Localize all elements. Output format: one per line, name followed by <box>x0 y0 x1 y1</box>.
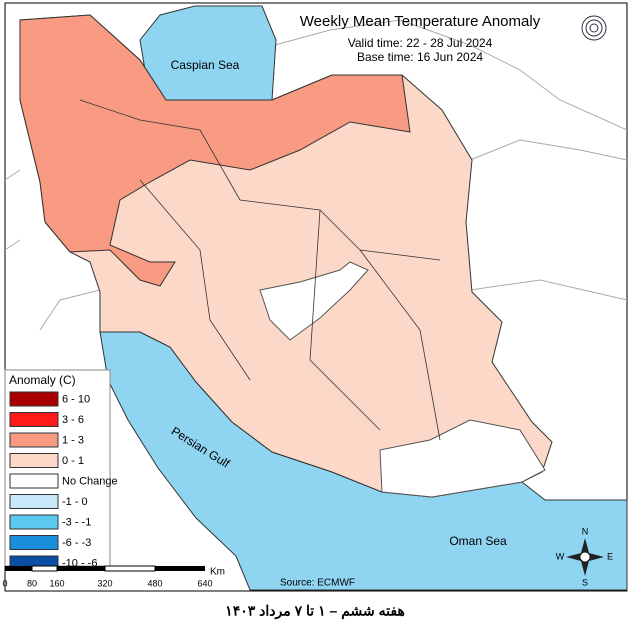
sea-label: Caspian Sea <box>171 58 240 72</box>
scale-ticks: 0 80 160 320 480 640 <box>2 578 212 588</box>
scale-bar <box>5 565 205 572</box>
scale-tick-label: 80 <box>27 578 37 588</box>
legend-label: 6 - 10 <box>62 393 90 405</box>
scale-bar-segment <box>31 565 58 572</box>
scale-unit: Km <box>210 567 225 578</box>
region-warm <box>19 14 411 287</box>
legend-title: Anomaly (C) <box>9 373 76 387</box>
compass-w: W <box>556 551 565 561</box>
compass <box>566 538 604 576</box>
title: Weekly Mean Temperature Anomaly <box>300 13 541 30</box>
legend: Anomaly (C) 6 - 10 3 - 6 1 - 3 0 - 1 No Chan… <box>4 369 118 571</box>
logo <box>581 15 607 41</box>
legend-swatch <box>9 514 59 530</box>
compass-s: S <box>582 577 588 587</box>
compass-center <box>579 551 591 563</box>
compass-n: N <box>582 526 589 536</box>
valid-time: Valid time: 22 - 28 Jul 2024 <box>348 36 493 50</box>
legend-swatch <box>9 473 59 489</box>
scale-bar-segment <box>104 565 156 572</box>
legend-swatch <box>9 412 59 427</box>
legend-swatch <box>9 391 59 407</box>
sea-label: Oman Sea <box>449 534 507 548</box>
base-time: Base time: 16 Jun 2024 <box>357 50 483 64</box>
legend-swatch <box>9 453 59 468</box>
caption: هفته ششم – ۱ تا ۷ مرداد ۱۴۰۳ <box>225 603 405 620</box>
legend-swatch <box>9 494 59 509</box>
province-border <box>79 99 441 441</box>
scale-tick-label: 640 <box>197 578 212 588</box>
region-no-change <box>379 419 546 498</box>
scale-tick-label: 0 <box>2 578 7 588</box>
legend-label: 0 - 1 <box>62 455 84 467</box>
compass-e: E <box>607 551 613 561</box>
legend-label: No Change <box>62 475 118 487</box>
legend-label: -3 - -1 <box>62 516 91 528</box>
legend-label: 1 - 3 <box>62 434 84 446</box>
legend-label: -6 - -3 <box>62 537 91 549</box>
legend-label: 3 - 6 <box>62 414 84 426</box>
scale-tick-label: 160 <box>49 578 64 588</box>
legend-swatch <box>9 432 59 448</box>
scale-tick-label: 480 <box>147 578 162 588</box>
legend-label: -1 - 0 <box>62 496 88 508</box>
legend-swatch <box>9 535 59 550</box>
source: Source: ECMWF <box>280 578 355 589</box>
scale-tick-label: 320 <box>97 578 112 588</box>
neighbour-border <box>4 19 628 331</box>
